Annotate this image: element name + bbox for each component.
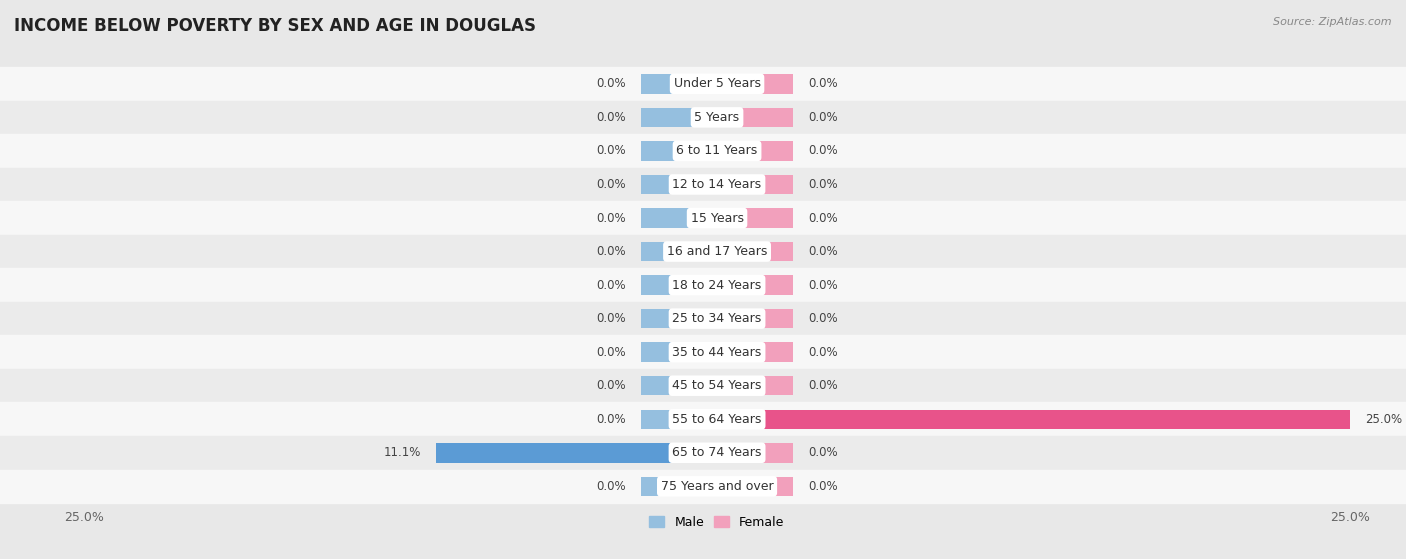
Text: 0.0%: 0.0% xyxy=(596,111,626,124)
Text: 0.0%: 0.0% xyxy=(596,345,626,359)
Bar xyxy=(0,470,1406,503)
Bar xyxy=(641,209,717,228)
Text: INCOME BELOW POVERTY BY SEX AND AGE IN DOUGLAS: INCOME BELOW POVERTY BY SEX AND AGE IN D… xyxy=(14,17,536,35)
Bar xyxy=(717,443,793,462)
Text: 0.0%: 0.0% xyxy=(596,480,626,493)
Bar xyxy=(717,175,793,194)
Bar xyxy=(0,101,1406,134)
Text: 0.0%: 0.0% xyxy=(808,111,838,124)
Legend: Male, Female: Male, Female xyxy=(644,510,790,534)
Text: 0.0%: 0.0% xyxy=(808,77,838,91)
Text: 6 to 11 Years: 6 to 11 Years xyxy=(676,144,758,158)
Bar xyxy=(717,74,793,93)
Bar xyxy=(717,276,793,295)
Bar xyxy=(0,235,1406,268)
Bar xyxy=(0,335,1406,369)
Bar xyxy=(717,209,793,228)
Text: 11.1%: 11.1% xyxy=(384,446,420,459)
Text: 0.0%: 0.0% xyxy=(596,211,626,225)
Bar xyxy=(641,108,717,127)
Bar xyxy=(717,309,793,328)
Text: 0.0%: 0.0% xyxy=(596,77,626,91)
Bar xyxy=(717,242,793,261)
Text: 16 and 17 Years: 16 and 17 Years xyxy=(666,245,768,258)
Text: 0.0%: 0.0% xyxy=(808,278,838,292)
Text: 0.0%: 0.0% xyxy=(808,144,838,158)
Bar xyxy=(0,67,1406,101)
Text: 25 to 34 Years: 25 to 34 Years xyxy=(672,312,762,325)
Bar xyxy=(0,268,1406,302)
Text: 18 to 24 Years: 18 to 24 Years xyxy=(672,278,762,292)
Bar xyxy=(0,436,1406,470)
Text: 35 to 44 Years: 35 to 44 Years xyxy=(672,345,762,359)
Text: 0.0%: 0.0% xyxy=(808,312,838,325)
Text: 0.0%: 0.0% xyxy=(596,312,626,325)
Bar xyxy=(641,343,717,362)
Text: 65 to 74 Years: 65 to 74 Years xyxy=(672,446,762,459)
Text: 0.0%: 0.0% xyxy=(808,480,838,493)
Text: 0.0%: 0.0% xyxy=(596,245,626,258)
Text: 0.0%: 0.0% xyxy=(808,379,838,392)
Bar xyxy=(436,443,717,462)
Bar xyxy=(641,74,717,93)
Text: 0.0%: 0.0% xyxy=(808,178,838,191)
Text: 75 Years and over: 75 Years and over xyxy=(661,480,773,493)
Bar xyxy=(641,410,717,429)
Text: 0.0%: 0.0% xyxy=(808,211,838,225)
Text: 25.0%: 25.0% xyxy=(1365,413,1402,426)
Text: 45 to 54 Years: 45 to 54 Years xyxy=(672,379,762,392)
Text: 0.0%: 0.0% xyxy=(808,446,838,459)
Text: 0.0%: 0.0% xyxy=(596,379,626,392)
Bar xyxy=(641,276,717,295)
Bar xyxy=(641,141,717,160)
Bar xyxy=(641,309,717,328)
Text: 55 to 64 Years: 55 to 64 Years xyxy=(672,413,762,426)
Text: 0.0%: 0.0% xyxy=(596,413,626,426)
Text: 15 Years: 15 Years xyxy=(690,211,744,225)
Bar xyxy=(0,134,1406,168)
Bar xyxy=(641,376,717,395)
Bar xyxy=(717,141,793,160)
Bar xyxy=(641,242,717,261)
Bar xyxy=(717,410,1350,429)
Text: 0.0%: 0.0% xyxy=(808,245,838,258)
Bar xyxy=(641,175,717,194)
Text: 12 to 14 Years: 12 to 14 Years xyxy=(672,178,762,191)
Bar xyxy=(0,168,1406,201)
Bar xyxy=(0,302,1406,335)
Bar xyxy=(717,343,793,362)
Bar xyxy=(0,201,1406,235)
Bar xyxy=(717,108,793,127)
Text: 0.0%: 0.0% xyxy=(596,278,626,292)
Bar xyxy=(717,477,793,496)
Bar xyxy=(0,369,1406,402)
Text: 0.0%: 0.0% xyxy=(596,144,626,158)
Text: 0.0%: 0.0% xyxy=(596,178,626,191)
Text: Source: ZipAtlas.com: Source: ZipAtlas.com xyxy=(1274,17,1392,27)
Text: 5 Years: 5 Years xyxy=(695,111,740,124)
Text: 0.0%: 0.0% xyxy=(808,345,838,359)
Bar xyxy=(0,402,1406,436)
Bar xyxy=(641,477,717,496)
Text: Under 5 Years: Under 5 Years xyxy=(673,77,761,91)
Bar xyxy=(717,376,793,395)
